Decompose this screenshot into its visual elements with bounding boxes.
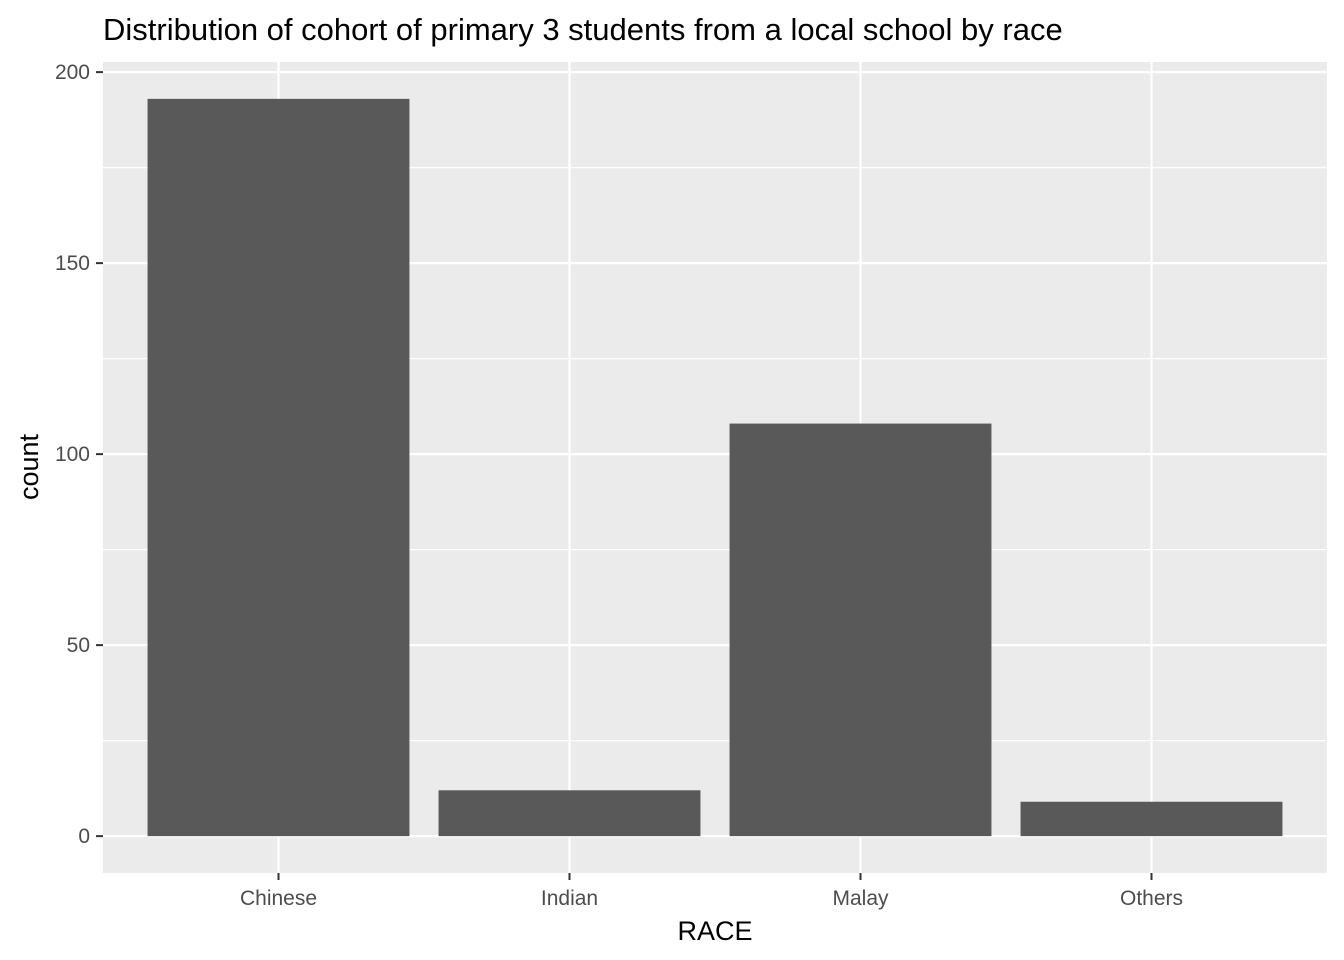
bars (147, 98, 1283, 837)
bar-chinese (147, 98, 410, 837)
y-tick-label: 200 (55, 61, 90, 84)
y-axis-title: count (14, 433, 44, 500)
y-tick-label: 150 (55, 252, 90, 275)
bar-others (1020, 801, 1283, 837)
y-tick-label: 0 (78, 825, 90, 848)
x-tick-label: Malay (832, 887, 889, 910)
x-axis-title: RACE (677, 916, 752, 946)
bar-indian (438, 790, 701, 837)
x-tick-label: Chinese (240, 887, 317, 910)
x-tick-label: Indian (541, 887, 598, 910)
y-tick-label: 100 (55, 443, 90, 466)
chart-title: Distribution of cohort of primary 3 stud… (103, 12, 1063, 47)
y-axis: 0 50 100 150 200 (55, 61, 103, 848)
x-tick-label: Others (1120, 887, 1183, 910)
bar-malay (729, 423, 992, 837)
x-axis: Chinese Indian Malay Others (240, 873, 1183, 910)
y-tick-label: 50 (67, 634, 90, 657)
